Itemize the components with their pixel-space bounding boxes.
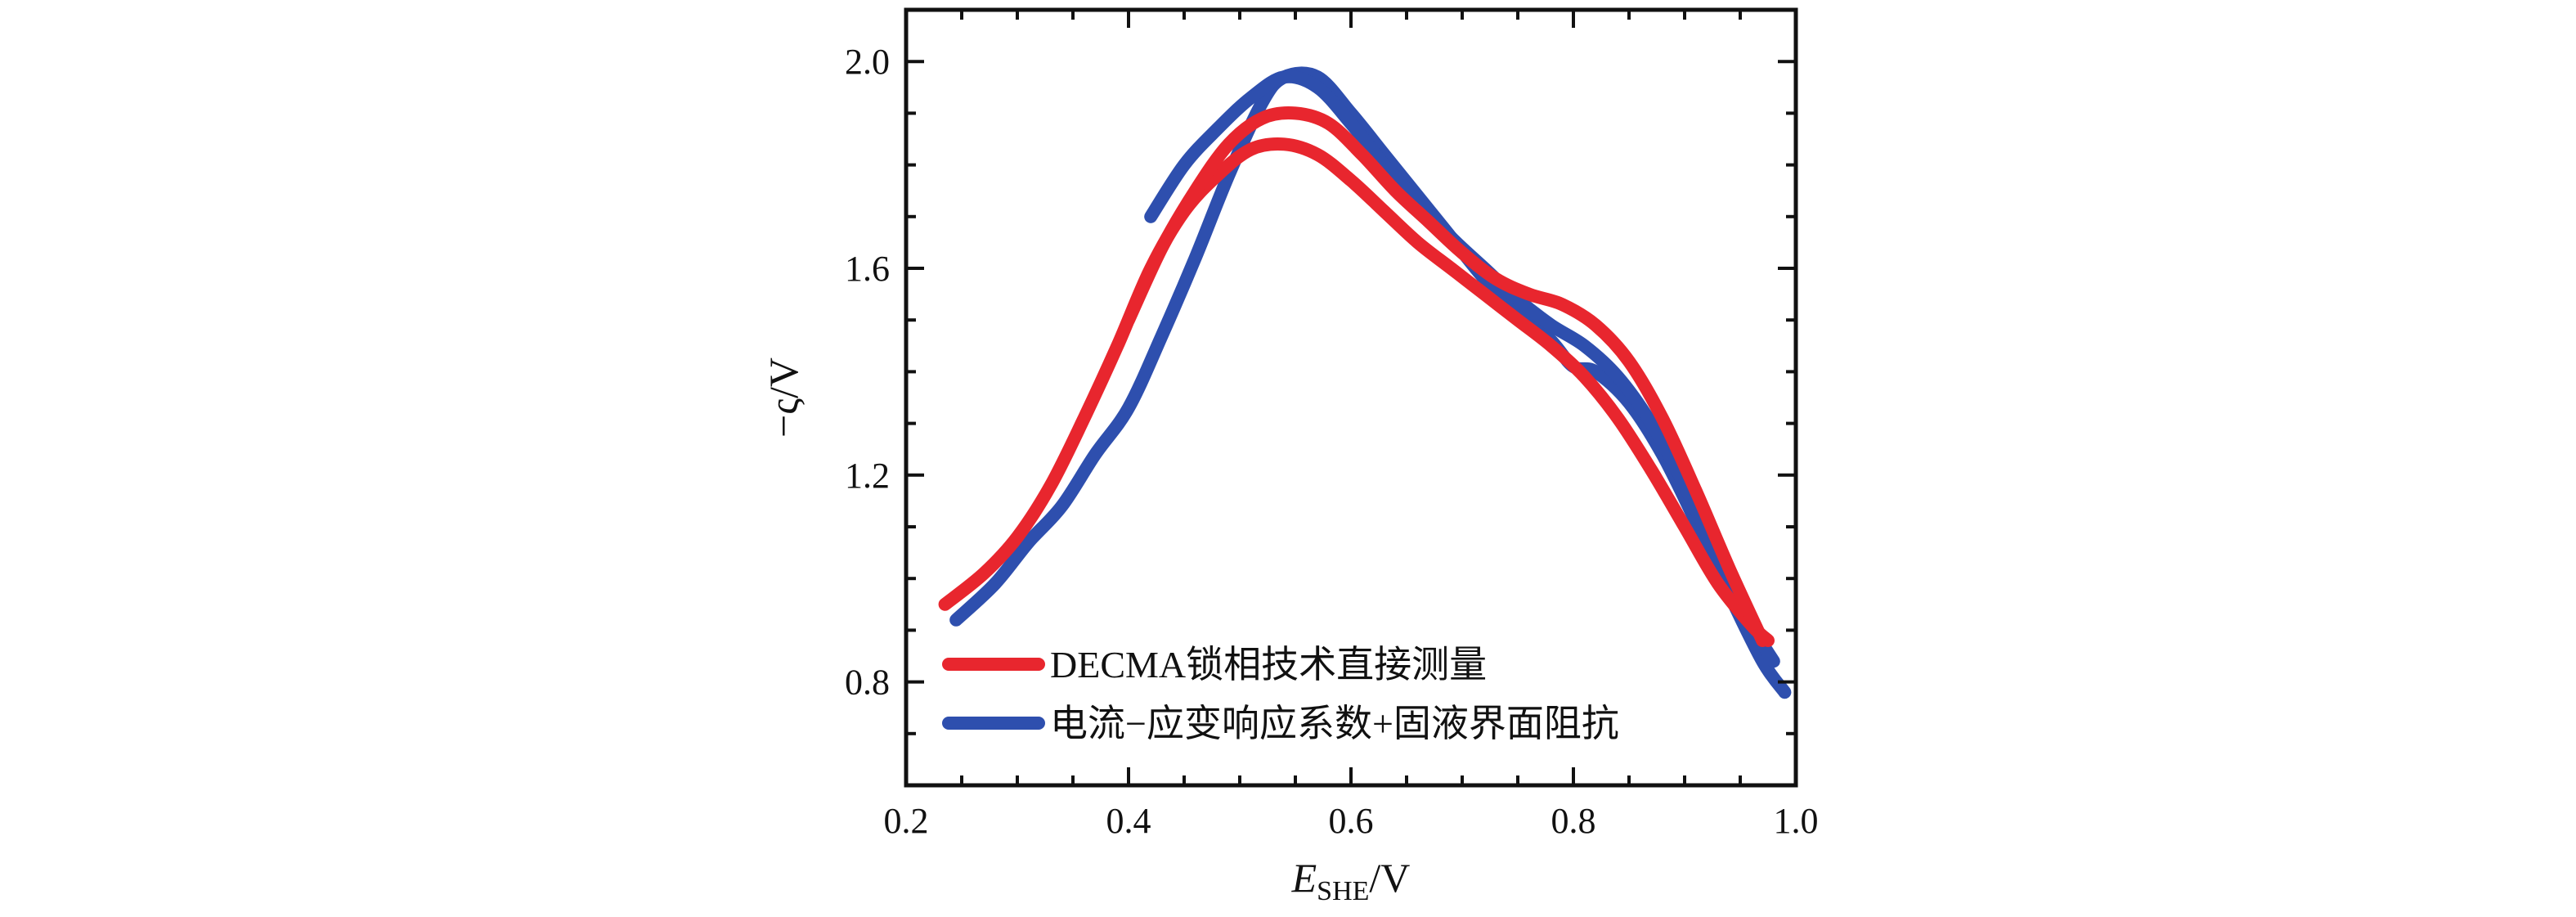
x-tick-label: 0.2 bbox=[884, 801, 929, 841]
axes-layer: 0.2 0.4 0.6 0.8 1.0 0.8 1.2 1.6 2.0 ESHE/V −ς/V bbox=[761, 7, 1819, 906]
series-red-decma bbox=[938, 106, 1775, 647]
legend-label-1: 电流−应变响应系数+固液界面阻抗 bbox=[1050, 703, 1619, 744]
x-axis-title-unit: /V bbox=[1369, 855, 1410, 901]
x-axis-title: ESHE/V bbox=[1291, 855, 1411, 906]
legend-label-0: DECMA锁相技术直接测量 bbox=[1050, 644, 1487, 686]
y-tick-label: 1.6 bbox=[845, 249, 890, 289]
x-tick-label: 0.8 bbox=[1551, 801, 1596, 841]
y-axis-title: −ς/V bbox=[761, 357, 806, 438]
y-tick-label: 1.2 bbox=[845, 456, 890, 496]
x-tick-label: 1.0 bbox=[1774, 801, 1819, 841]
y-tick-label: 2.0 bbox=[845, 42, 890, 82]
x-tick-label: 0.4 bbox=[1106, 801, 1151, 841]
series-line-1-sweep-1 bbox=[1144, 70, 1780, 668]
x-axis-title-main: E bbox=[1291, 855, 1317, 901]
y-tick-label: 0.8 bbox=[845, 663, 890, 703]
series-line-0-sweep-1 bbox=[1122, 106, 1770, 647]
x-tick-label: 0.6 bbox=[1329, 801, 1374, 841]
series-line-0-sweep-0 bbox=[938, 137, 1775, 647]
series-layer bbox=[938, 66, 1792, 699]
x-axis-title-sub: SHE bbox=[1317, 876, 1369, 906]
